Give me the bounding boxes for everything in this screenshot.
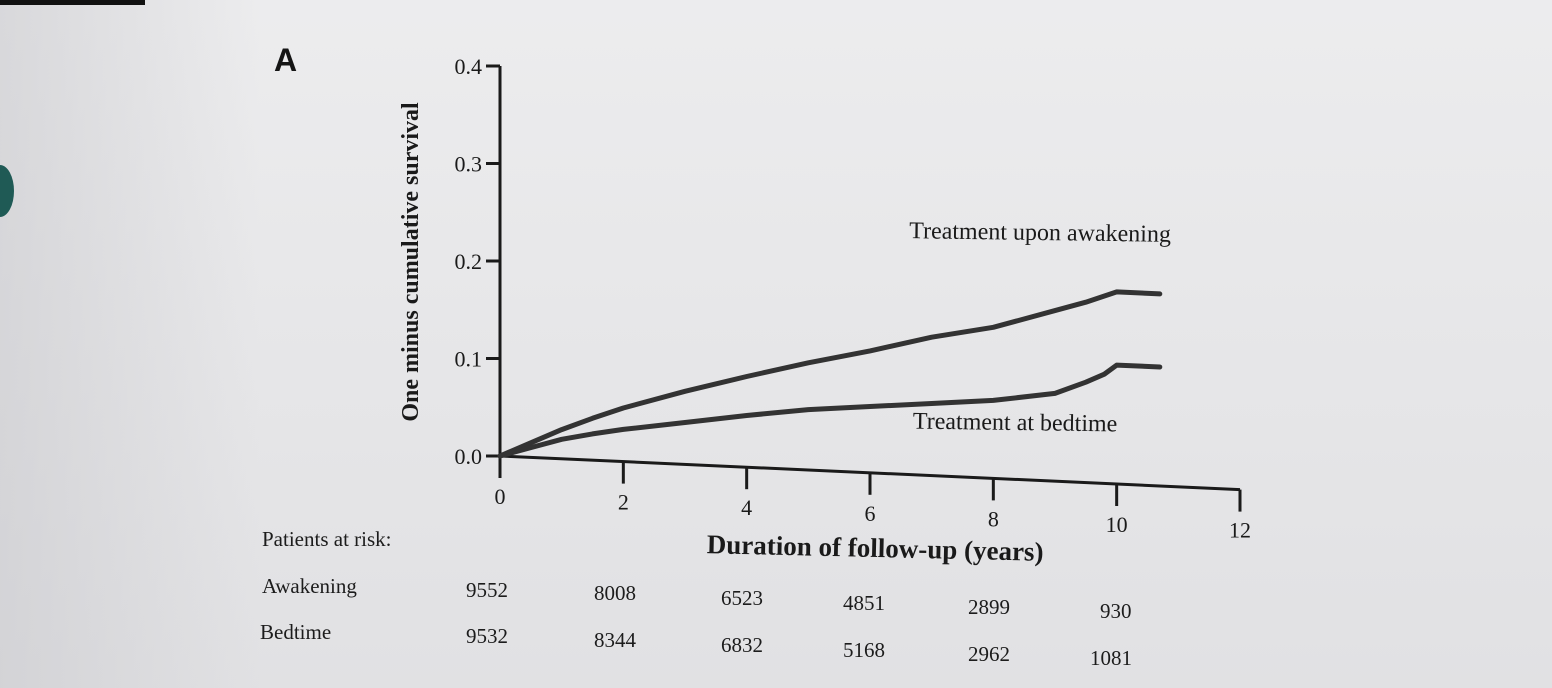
page-corner-bar — [0, 0, 145, 5]
series-label: Treatment at bedtime — [913, 409, 1118, 438]
chart-labels: 0.0 0.1 0.2 0.3 0.4 0 2 4 6 8 10 12 One minus cumula… — [398, 54, 1251, 567]
series-label: Treatment upon awakening — [909, 218, 1171, 248]
y-axis-label: One minus cumulative survival — [398, 102, 424, 422]
binder-hole — [0, 165, 14, 217]
risk-row-label-awakening: Awakening — [262, 574, 357, 598]
risk-cell-bedtime: 5168 — [843, 638, 885, 662]
y-tick-label: 0.2 — [455, 249, 483, 274]
series-line — [497, 289, 1163, 459]
risk-cell-bedtime: 6832 — [721, 633, 763, 657]
x-tick-label: 4 — [741, 495, 752, 520]
y-tick-label: 0.3 — [455, 152, 483, 177]
risk-cell-awakening: 9552 — [466, 578, 508, 602]
x-tick-label: 12 — [1229, 518, 1251, 543]
risk-cell-bedtime: 1081 — [1090, 646, 1132, 670]
x-tick-label: 6 — [865, 501, 876, 526]
risk-cell-awakening: 6523 — [721, 586, 763, 610]
series-line — [497, 362, 1163, 459]
x-tick-label: 10 — [1106, 512, 1128, 537]
risk-cell-awakening: 8008 — [594, 581, 636, 605]
risk-cell-bedtime: 2962 — [968, 642, 1010, 666]
risk-cell-awakening: 930 — [1100, 599, 1132, 623]
y-tick-label: 0.0 — [455, 444, 483, 469]
chart-curves — [497, 289, 1163, 459]
risk-cell-awakening: 2899 — [968, 595, 1010, 619]
y-tick-label: 0.1 — [455, 347, 483, 372]
x-tick-label: 2 — [618, 490, 629, 515]
risk-row-label-bedtime: Bedtime — [260, 620, 332, 644]
risk-cell-bedtime: 8344 — [594, 628, 636, 652]
x-axis-label: Duration of follow-up (years) — [707, 529, 1044, 567]
risk-cell-awakening: 4851 — [843, 591, 885, 615]
x-tick-label: 8 — [988, 506, 999, 531]
panel-label: A — [274, 42, 298, 78]
x-tick-label: 0 — [495, 484, 506, 509]
risk-table-title: Patients at risk: — [262, 527, 392, 551]
chart-axes — [486, 64, 1242, 512]
y-tick-label: 0.4 — [455, 54, 483, 79]
risk-cell-bedtime: 9532 — [466, 624, 508, 648]
